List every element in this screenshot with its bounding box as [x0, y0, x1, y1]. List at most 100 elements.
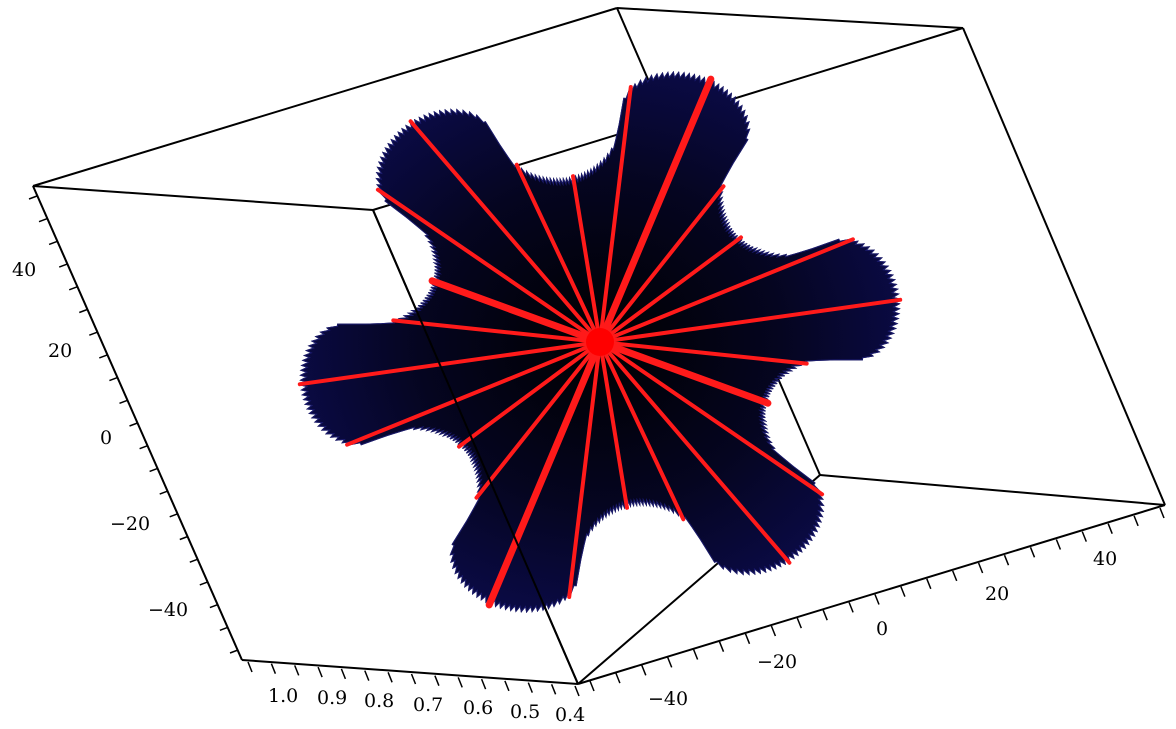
tick-mark — [270, 663, 277, 674]
tick-mark — [550, 684, 557, 695]
tick-mark — [340, 668, 347, 680]
spoke-line — [567, 340, 602, 599]
tick-mark — [848, 602, 854, 613]
tick-mark — [1159, 507, 1165, 519]
spoke-line — [596, 338, 772, 407]
bottom-front-tick-label: 0.4 — [555, 704, 585, 726]
spoke-line — [375, 187, 602, 344]
tick-mark — [58, 263, 68, 268]
spoke-line — [474, 340, 602, 500]
tick-mark — [574, 685, 580, 697]
tick-mark — [209, 603, 219, 609]
tick-mark — [615, 672, 621, 684]
bottom-front-tick-label: 0.9 — [317, 687, 347, 709]
tick-mark — [1107, 523, 1113, 534]
tick-mark — [457, 677, 463, 688]
center-hub — [586, 328, 614, 356]
tick-mark — [48, 240, 58, 246]
tick-mark — [667, 657, 673, 668]
tick-mark — [99, 354, 108, 359]
bottom-right-tick-label: −20 — [757, 651, 797, 673]
tick-mark — [434, 675, 440, 686]
tick-mark — [641, 665, 647, 676]
spoke-lines — [297, 75, 903, 609]
spoke-line — [428, 277, 604, 346]
tick-mark — [1133, 515, 1139, 527]
tick-mark — [1029, 547, 1036, 558]
tick-mark — [219, 626, 229, 632]
spoke-line — [598, 340, 809, 366]
spoke-line — [598, 340, 629, 510]
bottom-front-tick-label: 0.6 — [463, 697, 493, 719]
tick-mark — [527, 682, 533, 693]
tick-mark — [874, 594, 880, 605]
tick-mark — [68, 286, 78, 291]
tick-mark — [387, 672, 393, 683]
tick-mark — [189, 558, 199, 563]
spoke-line — [598, 85, 633, 344]
left-tick-label: 40 — [12, 259, 36, 281]
surface-serrated-edge — [299, 70, 901, 614]
tick-mark — [926, 578, 932, 590]
tick-mark — [1081, 531, 1087, 542]
tick-mark — [294, 665, 300, 676]
spoke-line — [598, 340, 792, 565]
bottom-front-tick-label: 0.8 — [364, 690, 394, 712]
spoke-line — [598, 297, 903, 344]
tick-mark — [159, 490, 168, 495]
left-tick-label: −40 — [148, 599, 188, 621]
spoke-line — [514, 162, 602, 344]
spoke-line — [391, 318, 602, 344]
tick-mark — [589, 680, 595, 692]
tick-mark — [900, 586, 906, 597]
bottom-front-tick-label: 1.0 — [268, 685, 298, 707]
tick-mark — [1055, 539, 1062, 550]
spoke-line — [598, 184, 726, 344]
spoke-line — [408, 119, 602, 344]
tick-mark — [504, 680, 510, 692]
tick-mark — [1003, 554, 1010, 566]
left-tick-label: −20 — [110, 513, 150, 535]
tick-mark — [247, 661, 253, 673]
tick-mark — [89, 331, 98, 336]
tick-mark — [480, 678, 487, 690]
spoke-line — [598, 340, 686, 522]
tick-mark — [317, 666, 323, 678]
tick-mark — [179, 535, 189, 541]
bottom-front-axis-ticks — [247, 661, 580, 697]
spoke-line — [297, 340, 602, 387]
left-tick-label: 20 — [48, 340, 72, 362]
tick-mark — [38, 217, 48, 223]
bottom-front-tick-label: 0.5 — [510, 701, 540, 723]
spoke-line — [596, 75, 715, 346]
tick-mark — [109, 376, 118, 382]
tick-mark — [410, 673, 417, 685]
bottom-right-tick-label: −40 — [648, 688, 688, 710]
tick-mark — [977, 562, 984, 574]
spoke-line — [598, 235, 743, 344]
tick-mark — [199, 581, 209, 586]
left-tick-label: 0 — [100, 427, 112, 449]
bottom-right-tick-label: 0 — [876, 618, 888, 640]
bottom-right-tick-label: 40 — [1093, 548, 1117, 570]
spoke-line — [598, 340, 825, 497]
tick-mark — [79, 308, 88, 314]
tick-mark — [822, 609, 828, 621]
tick-mark — [718, 641, 725, 652]
tick-mark — [169, 513, 178, 518]
tick-mark — [119, 399, 128, 405]
tick-mark — [744, 633, 751, 645]
bottom-front-tick-label: 0.7 — [413, 694, 443, 716]
tick-mark — [129, 422, 138, 427]
tick-mark — [952, 570, 958, 582]
tick-mark — [796, 617, 802, 629]
tick-mark — [692, 649, 699, 660]
spoke-line — [457, 340, 602, 449]
tick-mark — [229, 649, 239, 654]
spoke-line — [598, 237, 855, 344]
tick-mark — [364, 670, 370, 681]
spoke-line — [485, 338, 604, 609]
tick-mark — [28, 195, 38, 200]
tick-mark — [770, 625, 777, 637]
